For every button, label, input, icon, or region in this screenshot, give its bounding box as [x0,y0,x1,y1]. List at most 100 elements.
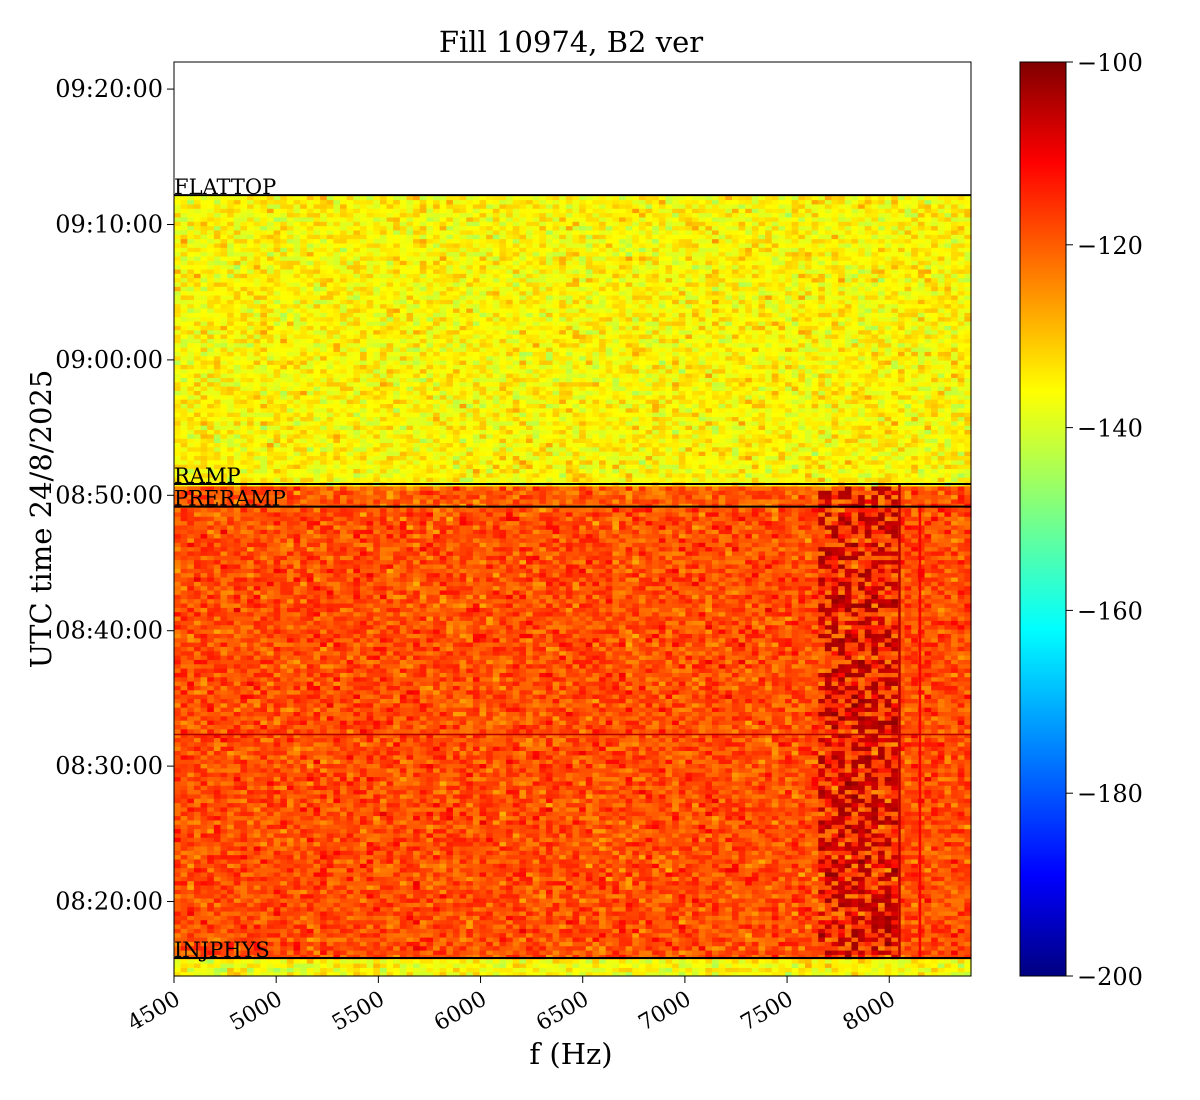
heatmap-cell [526,889,534,895]
heatmap-cell [260,906,268,912]
heatmap-cell [957,841,965,847]
heatmap-cell [738,876,746,882]
heatmap-cell [306,832,315,838]
heatmap-cell [472,928,481,934]
heatmap-cell [479,889,487,895]
heatmap-cell [559,845,567,851]
heatmap-cell [731,971,740,977]
heatmap-cell [512,845,520,851]
heatmap-cell [824,854,833,860]
heatmap-cell [785,893,793,899]
heatmap-cell [672,811,680,817]
heatmap-cell [180,910,188,916]
heatmap-cell [778,854,786,860]
heatmap-cell [957,971,965,977]
heatmap-cell [313,936,321,942]
heatmap-cell [838,954,846,960]
heatmap-cell [373,811,381,817]
heatmap-cell [293,815,301,821]
heatmap-cell [625,958,633,964]
heatmap-cell [532,897,540,903]
heatmap-cell [705,884,713,890]
heatmap-cell [399,945,408,951]
heatmap-cell [399,863,408,869]
heatmap-cell [313,928,321,934]
heatmap-cell [526,793,534,799]
heatmap-cell [758,837,766,843]
heatmap-cell [692,906,700,912]
heatmap-cell [618,854,627,860]
heatmap-cell [333,793,341,799]
heatmap-cell [393,806,401,812]
heatmap-cell [286,802,295,808]
heatmap-cell [738,832,746,838]
heatmap-cell [612,832,620,838]
heatmap-cell [346,962,354,968]
heatmap-cell [931,850,939,856]
heatmap-cell [851,967,859,973]
heatmap-cell [426,858,434,864]
heatmap-cell [824,858,833,864]
heatmap-cell [851,819,859,825]
heatmap-cell [585,798,594,804]
heatmap-cell [353,854,361,860]
heatmap-cell [393,954,401,960]
heatmap-cell [592,923,600,929]
heatmap-cell [240,928,248,934]
heatmap-cell [638,806,647,812]
heatmap-cell [605,793,613,799]
heatmap-cell [545,876,554,882]
heatmap-cell [831,802,839,808]
heatmap-cell [711,819,720,825]
heatmap-cell [745,889,753,895]
heatmap-cell [785,954,793,960]
heatmap-cell [193,897,202,903]
heatmap-cell [844,811,853,817]
heatmap-cell [466,871,474,877]
heatmap-cell [286,971,295,977]
heatmap-cell [466,863,474,869]
heatmap-cell [499,832,507,838]
heatmap-cell [459,949,467,955]
heatmap-cell [811,889,819,895]
heatmap-cell [486,854,494,860]
heatmap-cell [924,815,932,821]
heatmap-cell [678,871,687,877]
heatmap-cell [917,850,926,856]
heatmap-cell [220,889,228,895]
heatmap-cell [878,819,886,825]
heatmap-cell [864,928,872,934]
heatmap-cell [824,958,833,964]
heatmap-cell [678,863,687,869]
heatmap-cell [340,897,348,903]
heatmap-cell [512,854,520,860]
heatmap-cell [904,915,912,921]
heatmap-cell [459,837,467,843]
heatmap-cell [340,806,348,812]
heatmap-cell [340,910,348,916]
heatmap-cell [804,811,813,817]
heatmap-cell [439,893,447,899]
heatmap-cell [452,936,461,942]
heatmap-cell [964,841,972,847]
heatmap-cell [333,910,341,916]
heatmap-cell [645,919,653,925]
heatmap-cell [884,962,892,968]
heatmap-cell [532,845,540,851]
heatmap-cell [858,971,866,977]
heatmap-cell [193,971,202,977]
heatmap-cell [711,889,720,895]
heatmap-cell [944,811,952,817]
heatmap-cell [233,854,242,860]
heatmap-cell [957,902,965,908]
heatmap-cell [804,971,813,977]
heatmap-cell [333,806,341,812]
heatmap-cell [844,941,853,947]
heatmap-cell [731,858,740,864]
heatmap-cell [605,949,613,955]
heatmap-cell [286,871,295,877]
heatmap-cell [844,893,853,899]
heatmap-cell [831,850,839,856]
heatmap-cell [917,936,926,942]
heatmap-cell [187,910,195,916]
